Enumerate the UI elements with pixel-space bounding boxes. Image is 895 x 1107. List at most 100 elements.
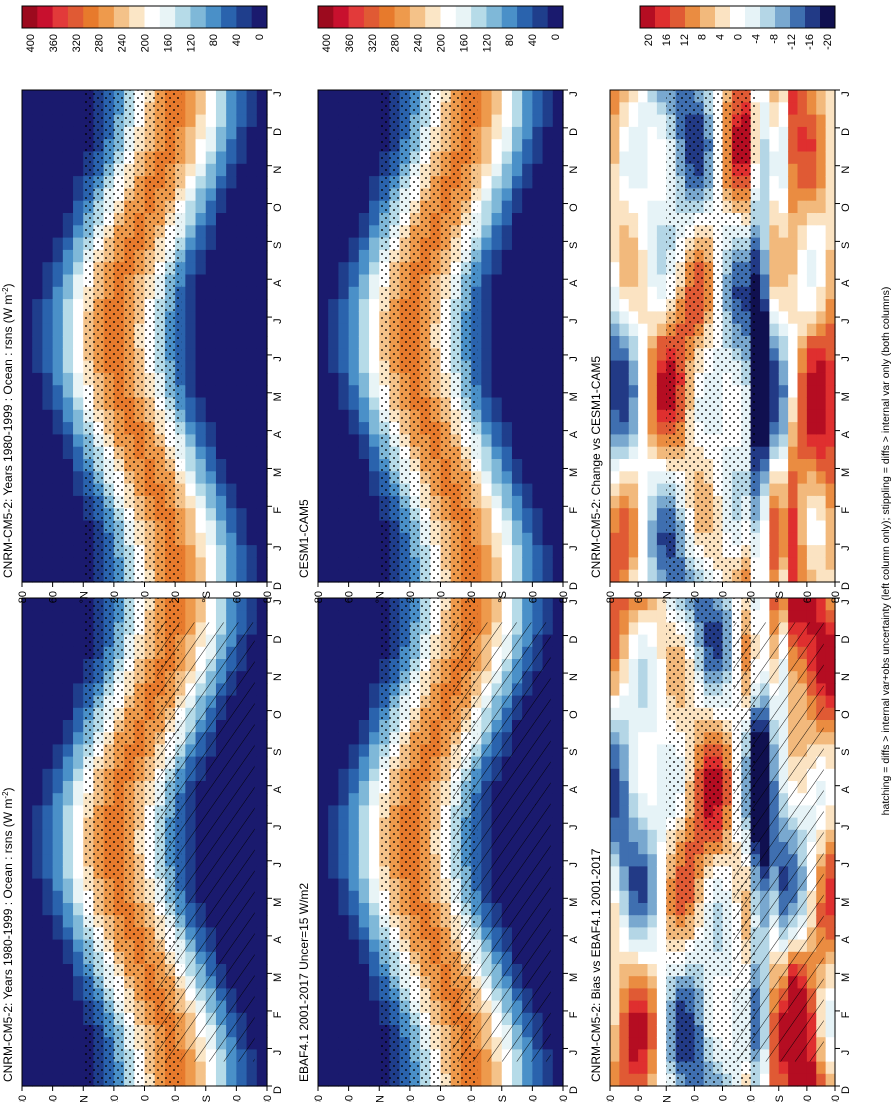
heatmap-cell <box>196 213 207 226</box>
y-tick-label: 0 <box>140 1095 152 1101</box>
x-tick-label: D <box>568 128 580 136</box>
heatmap-cell <box>196 508 207 521</box>
heatmap-cell <box>73 732 84 745</box>
heatmap-cell <box>610 854 620 867</box>
heatmap-cell <box>359 1013 370 1026</box>
heatmap-cell <box>349 139 360 152</box>
heatmap-cell <box>328 508 339 521</box>
heatmap-cell <box>42 188 53 201</box>
heatmap-cell <box>629 1001 639 1014</box>
heatmap-cell <box>53 842 64 855</box>
heatmap-cell <box>73 879 84 892</box>
heatmap-cell <box>619 891 629 904</box>
heatmap-cell <box>553 373 564 386</box>
heatmap-cell <box>349 1037 360 1050</box>
heatmap-cell <box>318 659 329 672</box>
heatmap-cell <box>53 164 64 177</box>
heatmap-cell <box>185 570 196 583</box>
heatmap-cell <box>318 422 329 435</box>
heatmap-cell <box>481 102 492 115</box>
heatmap-cell <box>226 447 237 460</box>
heatmap-cell <box>619 1074 629 1087</box>
heatmap-cell <box>359 311 370 324</box>
y-tick-label: °S <box>201 1095 213 1102</box>
heatmap-cell <box>349 152 360 165</box>
heatmap-cell <box>502 373 513 386</box>
heatmap-cell <box>63 708 74 721</box>
heatmap-cell <box>492 299 503 312</box>
x-tick-label: J <box>272 318 284 324</box>
heatmap-cell <box>553 671 564 684</box>
heatmap-cell <box>73 915 84 928</box>
heatmap-cell <box>32 164 43 177</box>
heatmap-cell <box>338 373 349 386</box>
heatmap-cell <box>543 225 554 238</box>
y-tick-label: 20 <box>109 591 121 603</box>
heatmap-cell <box>73 287 84 300</box>
heatmap-cell <box>512 299 523 312</box>
heatmap-cell <box>32 152 43 165</box>
heatmap-cell <box>359 1049 370 1062</box>
heatmap-cell <box>657 988 667 1001</box>
heatmap-cell <box>236 496 247 509</box>
heatmap-cell <box>196 398 207 411</box>
heatmap-cell <box>63 964 74 977</box>
heatmap-cell <box>543 410 554 423</box>
heatmap-cell <box>216 434 227 447</box>
heatmap-cell <box>502 521 513 534</box>
heatmap-cell <box>247 115 258 128</box>
heatmap-cell <box>63 508 74 521</box>
heatmap-cell <box>32 988 43 1001</box>
heatmap-cell <box>369 484 380 497</box>
heatmap-cell <box>492 496 503 509</box>
heatmap-cell <box>328 964 339 977</box>
heatmap-cell <box>42 903 53 916</box>
heatmap-cell <box>492 90 503 103</box>
x-tick-label: F <box>568 1011 580 1018</box>
heatmap-cell <box>22 744 33 757</box>
heatmap-cell <box>236 188 247 201</box>
heatmap-cell <box>638 732 648 745</box>
heatmap-cell <box>553 866 564 879</box>
heatmap-cell <box>73 854 84 867</box>
heatmap-cell <box>196 410 207 423</box>
heatmap-cell <box>73 940 84 953</box>
heatmap-cell <box>492 533 503 546</box>
heatmap-cell <box>349 410 360 423</box>
heatmap-cell <box>349 422 360 435</box>
heatmap-cell <box>216 385 227 398</box>
heatmap-cell <box>349 1025 360 1038</box>
heatmap-cell <box>257 1013 268 1026</box>
heatmap-cell <box>236 459 247 472</box>
heatmap-cell <box>648 708 658 721</box>
heatmap-cell <box>22 781 33 794</box>
colorbar-segment <box>410 6 426 28</box>
heatmap-cell <box>492 201 503 214</box>
heatmap-cell <box>206 484 217 497</box>
heatmap-cell <box>42 915 53 928</box>
heatmap-cell <box>42 757 53 770</box>
heatmap-cell <box>73 422 84 435</box>
colorbar-segment <box>114 6 130 28</box>
heatmap-cell <box>226 521 237 534</box>
heatmap-cell <box>359 275 370 288</box>
heatmap-cell <box>63 879 74 892</box>
heatmap-cell <box>522 459 533 472</box>
heatmap-cell <box>553 213 564 226</box>
heatmap-cell <box>257 324 268 337</box>
heatmap-cell <box>216 459 227 472</box>
heatmap-cell <box>73 545 84 558</box>
heatmap-cell <box>318 1013 329 1026</box>
heatmap-cell <box>206 299 217 312</box>
heatmap-cell <box>532 176 543 189</box>
heatmap-cell <box>247 459 258 472</box>
heatmap-cell <box>553 708 564 721</box>
heatmap-cell <box>359 647 370 660</box>
heatmap-cell <box>481 570 492 583</box>
heatmap-cell <box>492 102 503 115</box>
heatmap-cell <box>73 348 84 361</box>
heatmap-cell <box>63 275 74 288</box>
heatmap-cell <box>629 866 639 879</box>
heatmap-cell <box>648 781 658 794</box>
